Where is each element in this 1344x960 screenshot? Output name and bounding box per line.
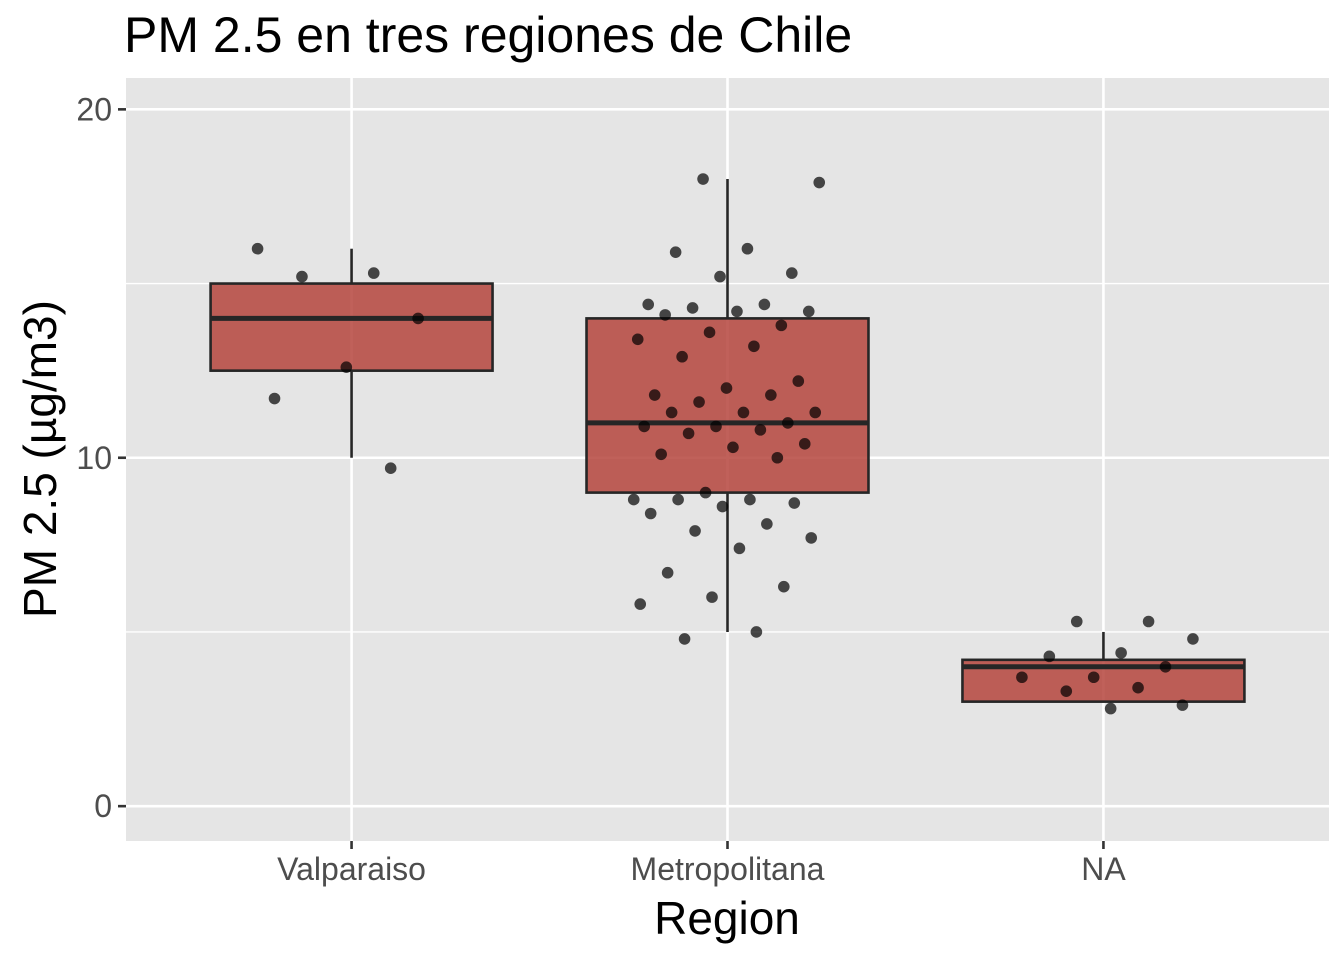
data-point-metropolitana	[655, 448, 667, 461]
data-point-na	[1176, 699, 1189, 711]
data-point-metropolitana	[720, 382, 733, 394]
data-point-metropolitana	[686, 302, 699, 314]
data-point-na	[1087, 671, 1100, 684]
box-metropolitana	[585, 179, 870, 632]
y-tick-label: 20	[76, 91, 112, 127]
data-point-metropolitana	[771, 451, 784, 464]
data-point-metropolitana	[786, 267, 798, 279]
data-point-metropolitana	[648, 389, 661, 401]
data-point-metropolitana	[737, 406, 750, 419]
data-point-metropolitana	[778, 580, 790, 593]
data-point-metropolitana	[741, 242, 754, 255]
box-valparaiso	[209, 248, 494, 458]
data-point-valparaiso	[384, 462, 397, 475]
data-point-metropolitana	[758, 298, 771, 311]
data-point-metropolitana	[706, 591, 718, 603]
y-tick-label: 0	[94, 788, 112, 824]
y-tick-label: 10	[76, 440, 112, 476]
data-point-na	[1187, 633, 1199, 645]
data-point-metropolitana	[727, 441, 739, 454]
jitter-points	[251, 173, 1199, 715]
data-point-metropolitana	[809, 406, 822, 419]
data-point-na	[1132, 681, 1144, 694]
data-point-metropolitana	[750, 626, 763, 638]
data-point-metropolitana	[642, 298, 655, 311]
data-point-metropolitana	[644, 507, 657, 520]
data-point-na	[1159, 660, 1172, 673]
data-point-metropolitana	[805, 532, 818, 544]
x-tick-label: NA	[1081, 851, 1126, 887]
data-point-valparaiso	[340, 361, 353, 373]
data-point-metropolitana	[798, 438, 811, 450]
chart-title: PM 2.5 en tres regiones de Chile	[124, 7, 852, 63]
data-point-na	[1016, 671, 1028, 684]
data-point-metropolitana	[782, 417, 794, 429]
x-tick-label: Metropolitana	[631, 851, 825, 887]
data-point-na	[1115, 647, 1127, 659]
data-point-metropolitana	[669, 246, 682, 259]
data-point-metropolitana	[748, 340, 760, 353]
data-point-metropolitana	[634, 598, 647, 610]
data-point-metropolitana	[676, 350, 688, 363]
data-point-metropolitana	[765, 389, 777, 401]
data-point-metropolitana	[714, 270, 726, 283]
boxes	[209, 179, 1246, 703]
data-point-metropolitana	[672, 493, 684, 506]
data-point-metropolitana	[703, 326, 716, 339]
data-point-metropolitana	[761, 518, 773, 530]
x-axis-title: Region	[654, 892, 800, 944]
data-point-metropolitana	[813, 176, 826, 189]
axes: 0 10 20 Valparaiso Metropolitana NA	[76, 91, 1126, 887]
data-point-metropolitana	[744, 493, 756, 506]
data-point-metropolitana	[661, 566, 674, 579]
data-point-metropolitana	[665, 406, 678, 419]
data-point-valparaiso	[412, 312, 424, 325]
data-point-metropolitana	[697, 173, 709, 185]
data-point-metropolitana	[638, 420, 651, 433]
data-point-valparaiso	[296, 270, 308, 283]
data-point-metropolitana	[659, 309, 671, 321]
data-point-metropolitana	[631, 333, 644, 346]
data-point-na	[1060, 685, 1073, 697]
data-point-metropolitana	[731, 305, 743, 318]
data-point-valparaiso	[251, 242, 264, 255]
data-point-metropolitana	[678, 633, 691, 645]
data-point-metropolitana	[682, 427, 695, 440]
data-point-metropolitana	[802, 305, 815, 318]
data-point-metropolitana	[775, 319, 788, 332]
data-point-metropolitana	[716, 500, 729, 513]
data-point-na	[1142, 615, 1155, 628]
data-point-metropolitana	[754, 424, 767, 436]
iqr-box	[209, 282, 494, 372]
iqr-box	[585, 317, 870, 494]
x-tick-label: Valparaiso	[277, 851, 426, 887]
data-point-metropolitana	[710, 420, 722, 433]
data-point-metropolitana	[689, 525, 701, 537]
data-point-metropolitana	[788, 497, 801, 509]
data-point-metropolitana	[693, 396, 705, 408]
data-point-na	[1043, 650, 1056, 663]
data-point-na	[1104, 702, 1117, 715]
data-point-na	[1070, 615, 1083, 628]
data-point-metropolitana	[792, 375, 805, 387]
y-axis-title: PM 2.5 (µg/m3)	[14, 300, 66, 618]
data-point-valparaiso	[268, 392, 281, 405]
data-point-metropolitana	[699, 486, 712, 499]
box-na	[961, 631, 1246, 703]
data-point-metropolitana	[627, 493, 640, 506]
data-point-valparaiso	[367, 267, 380, 279]
data-point-metropolitana	[733, 542, 746, 555]
